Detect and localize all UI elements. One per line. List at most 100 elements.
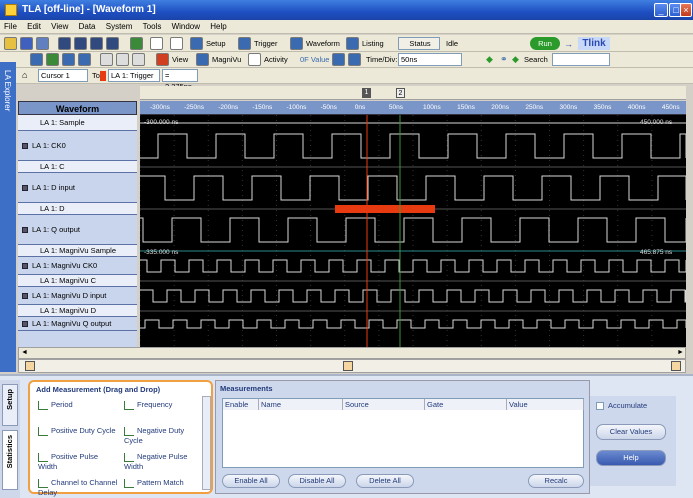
trigger-button[interactable]: Trigger [252,37,279,51]
tab-setup[interactable]: Setup [2,384,18,426]
binoculars-icon[interactable]: ⚭ [500,54,508,65]
expand-icon[interactable] [22,263,28,269]
measurement-item[interactable]: Positive Duty Cycle [38,426,118,436]
measurement-item[interactable]: Channel to Channel Delay [38,478,118,497]
col-name[interactable]: Name [259,399,343,410]
magnivu-icon[interactable] [196,53,209,66]
enable-all-button[interactable]: Enable All [222,474,280,488]
signal-row[interactable]: LA 1: D [18,203,137,215]
expand-icon[interactable] [22,321,28,327]
horizontal-scrollbar[interactable]: ◄ ► [18,347,686,359]
close-button[interactable]: × [680,3,692,17]
scroll-left-icon[interactable]: ◄ [21,349,28,356]
zoom-out-icon[interactable] [348,53,361,66]
tree-icon[interactable] [46,53,59,66]
col-gate[interactable]: Gate [425,399,507,410]
signal-row[interactable]: LA 1: MagniVu Q output [18,317,137,331]
expand-icon[interactable] [22,293,28,299]
col-source[interactable]: Source [343,399,425,410]
value-button[interactable]: 0F Value [298,53,331,67]
overview-trigger-icon[interactable] [343,361,353,371]
measurement-item[interactable]: Positive Pulse Width [38,452,118,471]
chart-icon[interactable] [130,37,143,50]
listing-icon[interactable] [346,37,359,50]
signal-row[interactable]: LA 1: MagniVu D [18,305,137,317]
disable-all-button[interactable]: Disable All [288,474,346,488]
signal-row[interactable]: LA 1: MagniVu D input [18,287,137,305]
zoom-icon[interactable] [30,53,43,66]
view-button[interactable]: View [170,53,190,67]
la-explorer-tab[interactable]: LA Explorer [0,62,16,372]
menu-system[interactable]: System [102,20,137,31]
signal-row[interactable]: LA 1: C [18,161,137,173]
graph-icon[interactable] [106,37,119,50]
menu-window[interactable]: Window [168,20,204,31]
clear-values-button[interactable]: Clear Values [596,424,666,440]
search-next-icon[interactable]: ◆ [512,54,519,65]
highlighted-region[interactable] [335,205,435,213]
col-value[interactable]: Value [507,399,584,410]
menu-file[interactable]: File [0,20,21,31]
waveform-button[interactable]: Waveform [304,37,342,51]
help-button[interactable]: Help [596,450,666,466]
menu-edit[interactable]: Edit [23,20,45,31]
menu-view[interactable]: View [47,20,72,31]
new-icon[interactable] [4,37,17,50]
activity-button[interactable]: Activity [262,53,290,67]
cursor-ruler[interactable]: 1 2 [140,86,686,100]
recalc-button[interactable]: Recalc [528,474,584,488]
tlink-button[interactable]: Tlink [578,37,610,50]
measurement-item[interactable]: Period [38,400,118,410]
expand-icon[interactable] [22,143,28,149]
measurement-list-scrollbar[interactable] [202,396,211,490]
timediv-select[interactable]: 50ns [398,53,462,66]
help-icon[interactable] [150,37,163,50]
setup-button[interactable]: Setup [204,37,228,51]
setup-icon[interactable] [190,37,203,50]
cursor-1-marker[interactable]: 1 [362,88,371,98]
search-prev-icon[interactable]: ◆ [486,54,493,65]
listing-window-icon[interactable] [74,37,87,50]
magnivu-button[interactable]: MagniVu [210,53,243,67]
target-select[interactable]: LA 1: Trigger [108,69,160,82]
col-enable[interactable]: Enable [223,399,259,410]
zoom-in-icon[interactable] [332,53,345,66]
save-icon[interactable] [20,37,33,50]
measurement-item[interactable]: Pattern Match [124,478,204,488]
menu-data[interactable]: Data [75,20,100,31]
home-icon[interactable]: ⌂ [22,70,27,80]
expand-icon[interactable] [22,185,28,191]
mark-icon[interactable] [62,53,75,66]
overview-start-icon[interactable] [25,361,35,371]
signal-row[interactable]: LA 1: Sample [18,115,137,131]
page-icon[interactable] [78,53,91,66]
pointer-icon[interactable] [170,37,183,50]
signal-row[interactable]: LA 1: MagniVu CK0 [18,257,137,275]
print-icon[interactable] [36,37,49,50]
minimize-button[interactable]: _ [654,3,668,17]
copy-icon[interactable] [116,53,129,66]
tab-statistics[interactable]: Statistics [2,430,18,490]
signal-row[interactable]: LA 1: CK0 [18,131,137,161]
menu-help[interactable]: Help [206,20,230,31]
signal-row[interactable]: LA 1: MagniVu C [18,275,137,287]
measurement-item[interactable]: Negative Duty Cycle [124,426,204,445]
measurement-item[interactable]: Negative Pulse Width [124,452,204,471]
scroll-right-icon[interactable]: ► [677,349,684,356]
cursor-2-marker[interactable]: 2 [396,88,405,98]
window-icon[interactable] [58,37,71,50]
accumulate-checkbox[interactable] [596,402,604,410]
overview-bar[interactable] [18,359,686,373]
status-button[interactable]: Status [398,37,440,50]
overview-end-icon[interactable] [671,361,681,371]
delta-field[interactable]: = 2.375ns [162,69,198,82]
cursor-select[interactable]: Cursor 1 [38,69,88,82]
signal-row[interactable]: LA 1: MagniVu Sample [18,245,137,257]
delete-all-button[interactable]: Delete All [356,474,414,488]
signal-row[interactable]: LA 1: Q output [18,215,137,245]
view-icon[interactable] [156,53,169,66]
run-button[interactable]: Run [530,37,560,50]
listing-button[interactable]: Listing [360,37,386,51]
search-field[interactable] [552,53,610,66]
signal-row[interactable]: LA 1: D input [18,173,137,203]
